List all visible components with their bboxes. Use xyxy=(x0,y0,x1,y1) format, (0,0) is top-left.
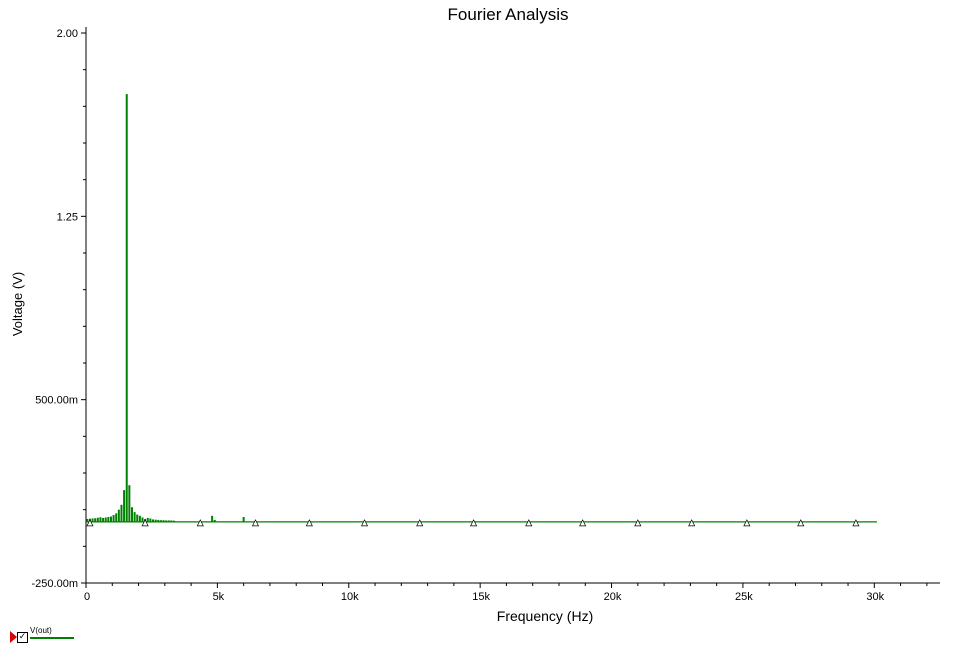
harmonic-marker xyxy=(360,519,369,527)
legend[interactable]: ✓ V(out) xyxy=(10,626,80,648)
y-axis-label: Voltage (V) xyxy=(10,272,25,336)
y-tick-label: -250.00m xyxy=(32,578,78,590)
harmonic-marker xyxy=(797,519,805,527)
harmonic-marker xyxy=(86,519,94,527)
spectrum-bar xyxy=(91,518,94,522)
chart-title: Fourier Analysis xyxy=(448,5,569,24)
spectrum-bar xyxy=(162,520,165,522)
spectrum-bar xyxy=(173,520,176,522)
harmonic-marker xyxy=(579,519,587,527)
legend-checkbox[interactable]: ✓ xyxy=(17,632,28,643)
y-tick-label: 2.00 xyxy=(57,28,78,40)
spectrum-bar xyxy=(146,517,149,522)
x-tick-label: 25k xyxy=(735,591,753,603)
spectrum-bar xyxy=(138,515,141,522)
x-tick-label: 15k xyxy=(472,591,490,603)
x-tick-label: 5k xyxy=(213,591,225,603)
spectrum-bar xyxy=(167,520,170,522)
spectrum-bar xyxy=(242,517,245,522)
spectrum-bar xyxy=(213,519,216,522)
harmonic-marker xyxy=(634,519,642,527)
harmonic-marker xyxy=(525,519,533,527)
spectrum-bar xyxy=(130,507,133,522)
x-tick-label: 30k xyxy=(866,591,884,603)
spectrum-bar xyxy=(104,517,107,522)
harmonic-marker xyxy=(470,519,478,527)
spectrum-bar xyxy=(128,485,131,522)
spectrum-bar xyxy=(115,513,118,522)
spectrum-bar xyxy=(152,519,155,522)
harmonic-marker xyxy=(743,519,751,527)
x-tick-label: 0 xyxy=(84,591,90,603)
x-tick-label: 10k xyxy=(341,591,359,603)
harmonic-marker xyxy=(688,519,696,527)
spectrum-bar xyxy=(112,515,115,522)
spectrum-bar xyxy=(109,516,112,522)
spectrum-bar xyxy=(96,517,99,522)
spectrum-bar xyxy=(125,94,128,522)
spectrum-bars xyxy=(86,94,877,523)
spectrum-bar xyxy=(86,518,89,522)
spectrum-bar xyxy=(120,504,123,522)
x-tick-label: 20k xyxy=(604,591,622,603)
spectrum-bar xyxy=(141,517,144,522)
spectrum-bar xyxy=(154,519,157,522)
spectrum-bar xyxy=(133,512,136,522)
y-tick-label: 500.00m xyxy=(35,395,78,407)
spectrum-bar xyxy=(117,509,120,522)
spectrum-bar xyxy=(159,520,162,522)
spectrum-bar xyxy=(157,519,160,522)
x-axis-label: Frequency (Hz) xyxy=(497,608,593,624)
legend-line-swatch xyxy=(30,637,74,639)
harmonic-marker xyxy=(416,519,424,527)
spectrum-bar xyxy=(107,517,110,522)
y-tick-label: 1.25 xyxy=(57,211,78,223)
spectrum-bar xyxy=(123,490,126,522)
harmonic-markers xyxy=(86,519,860,527)
spectrum-bar xyxy=(136,514,139,522)
legend-cursor-icon xyxy=(10,631,17,643)
harmonic-marker xyxy=(251,519,260,527)
spectrum-bar xyxy=(170,520,173,522)
harmonic-marker xyxy=(852,519,860,527)
spectrum-bar xyxy=(211,515,214,522)
legend-label: V(out) xyxy=(30,626,52,635)
spectrum-bar xyxy=(165,520,168,522)
harmonic-marker xyxy=(196,519,204,527)
spectrum-bar xyxy=(94,518,97,522)
y-ticks: 2.00 1.25 500.00m -250.00m xyxy=(32,28,86,590)
harmonic-marker xyxy=(141,519,149,527)
spectrum-bar xyxy=(102,517,105,522)
spectrum-bar xyxy=(99,517,102,522)
harmonic-marker xyxy=(305,519,313,527)
x-ticks: 0 5k 10k 15k 20k 25k 30k xyxy=(84,583,928,603)
spectrum-bar xyxy=(149,518,152,522)
